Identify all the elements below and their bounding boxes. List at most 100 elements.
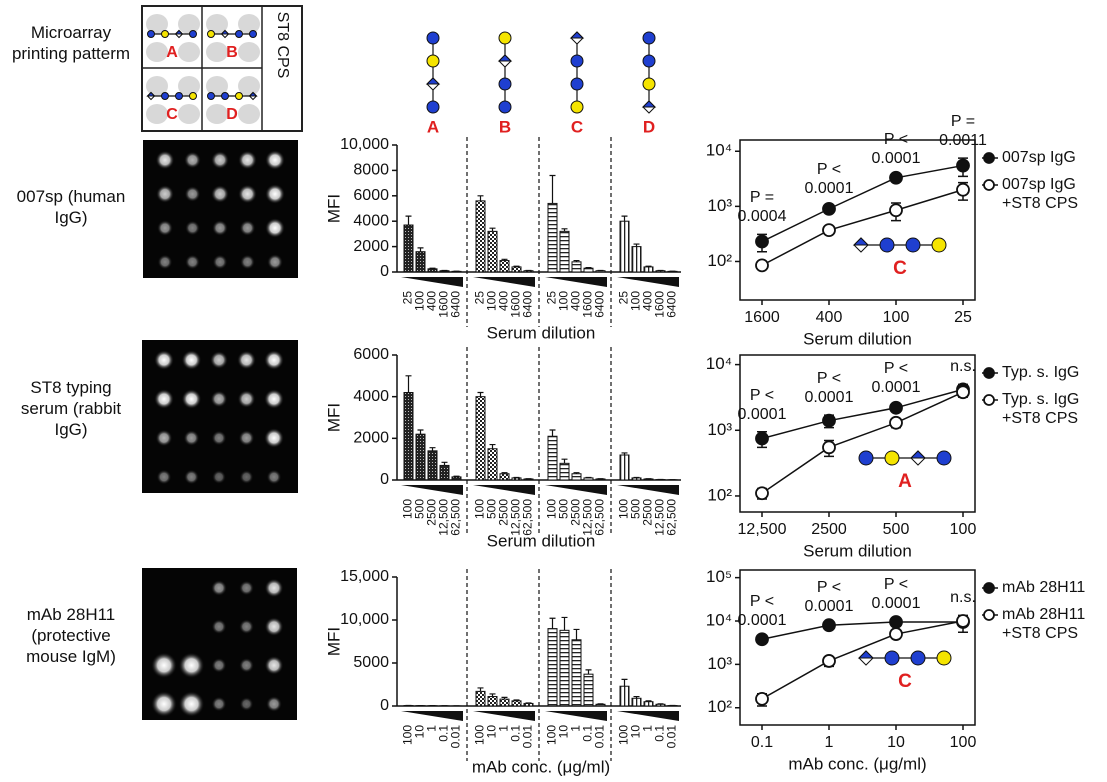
microarray-spot	[184, 151, 201, 169]
microarray-spot	[210, 390, 228, 408]
legend-label: mAb 28H11 +ST8 CPS	[1002, 606, 1086, 642]
x-tick-label: 0.01	[521, 725, 535, 749]
glycan-diamond-half	[248, 91, 258, 97]
microarray-spot	[239, 657, 254, 673]
x-tick-label: 400	[569, 291, 583, 311]
error-bar	[573, 259, 580, 262]
data-point	[822, 223, 836, 238]
bar	[583, 267, 594, 273]
spot-blob	[238, 42, 260, 62]
spot-blob	[178, 14, 200, 34]
glycan-diamond-half	[852, 237, 870, 246]
bar	[631, 697, 642, 707]
y-tick-label: 2000	[353, 430, 389, 447]
x-tick-label: 25	[401, 291, 415, 305]
x-tick-label: 500	[883, 521, 910, 538]
error-bar	[645, 265, 652, 267]
microarray-spot	[211, 657, 227, 673]
microarray-spot	[155, 429, 173, 447]
error-bar	[549, 617, 556, 629]
error-bar	[477, 195, 484, 201]
error-bar	[633, 243, 640, 247]
error-bar	[513, 699, 520, 701]
microarray-spot	[156, 185, 174, 203]
x-tick-label: 100	[617, 499, 631, 519]
x-tick-label: 2500	[641, 499, 655, 526]
microarray-spot	[266, 696, 282, 712]
x-tick-label: 1	[497, 725, 511, 732]
spot-blob	[178, 104, 200, 124]
legend-marker	[983, 367, 995, 379]
x-tick-label: 1600	[437, 291, 451, 318]
error-bar	[489, 693, 496, 697]
legend-label: mAb 28H11	[1002, 579, 1086, 596]
x-tick-label: 12,500	[509, 499, 523, 536]
dilution-wedge	[401, 277, 463, 287]
glycan-diamond-half	[174, 29, 184, 35]
x-tick-label: 0.01	[665, 725, 679, 749]
p-value-annotation: P < 0.0001	[871, 576, 921, 612]
legend-label: 007sp IgG	[1002, 149, 1076, 166]
y-tick-label: 10²	[707, 697, 732, 716]
x-tick-label: 62,500	[593, 499, 607, 536]
microarray-spot	[239, 470, 254, 484]
glycan-gal	[161, 30, 169, 38]
microarray-spot	[238, 430, 255, 446]
error-bar	[405, 375, 412, 393]
x-tick-label: 1600	[509, 291, 523, 318]
data-point	[822, 413, 836, 428]
x-tick-label: 10	[557, 725, 571, 739]
bar	[475, 396, 486, 481]
microarray-spot	[154, 389, 174, 409]
error-bar	[549, 174, 556, 204]
microarray-spot	[264, 578, 284, 598]
microarray-spot	[211, 151, 229, 169]
bar	[559, 230, 570, 273]
error-bar	[573, 628, 580, 640]
y-tick-label: 6000	[353, 187, 389, 204]
spot-blob	[178, 76, 200, 96]
x-tick-label: 1	[641, 725, 655, 732]
microarray-spot	[178, 652, 205, 679]
error-bar	[489, 227, 496, 232]
error-bar	[633, 695, 640, 699]
spot-blob	[178, 42, 200, 62]
data-point	[755, 632, 769, 647]
bar	[571, 639, 582, 707]
glycan-gal	[931, 237, 947, 253]
glycan-gal	[570, 100, 584, 114]
spot-blob	[146, 76, 168, 96]
x-tick-label: 10	[485, 725, 499, 739]
y-axis-label: MFI	[324, 627, 343, 656]
x-tick-label: 62,500	[521, 499, 535, 536]
glycan-gal	[207, 30, 215, 38]
y-tick-label: 10⁴	[706, 354, 732, 373]
microarray-spot	[264, 389, 284, 409]
y-tick-label: 0	[380, 697, 389, 714]
spot-blob	[238, 104, 260, 124]
microarray-spot	[211, 430, 227, 446]
data-point	[755, 258, 769, 273]
x-tick-label: 400	[816, 309, 843, 326]
data-point	[956, 182, 970, 197]
y-tick-label: 4000	[353, 388, 389, 405]
bar	[475, 200, 486, 273]
bar	[619, 685, 630, 707]
bar	[559, 462, 570, 481]
microarray-spot	[211, 185, 229, 203]
error-bar	[477, 687, 484, 692]
microarray-spot	[266, 469, 282, 485]
error-bar	[501, 472, 508, 474]
x-tick-label: 100	[557, 291, 571, 311]
error-bar	[501, 258, 508, 261]
x-tick-label: 100	[950, 734, 977, 751]
dilution-wedge	[401, 711, 463, 721]
x-tick-label: 500	[413, 499, 427, 519]
y-tick-label: 10⁴	[706, 610, 732, 629]
plot-frame	[739, 569, 976, 726]
dilution-wedge	[473, 711, 535, 721]
glycan-glc	[235, 30, 243, 38]
x-axis-label: mAb conc. (μg/ml)	[472, 757, 610, 776]
